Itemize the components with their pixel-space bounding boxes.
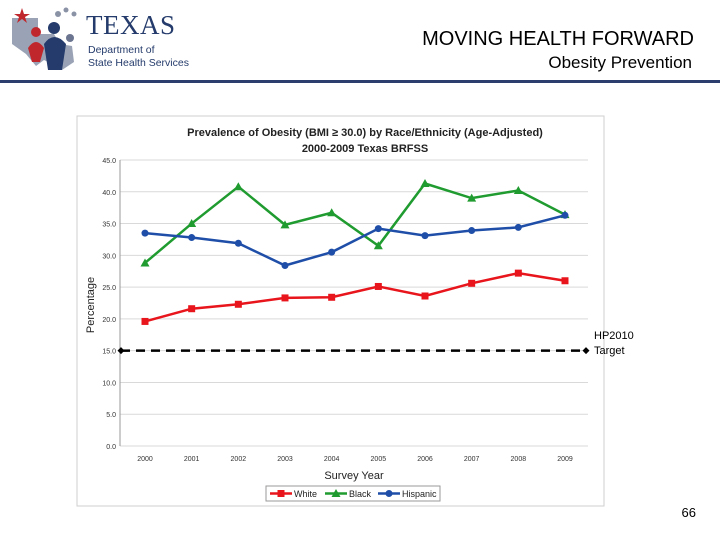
data-point [141, 229, 149, 237]
series-hispanic [141, 211, 569, 270]
data-point [188, 305, 196, 313]
series-line [144, 271, 566, 323]
logo-wordmark: TEXAS [86, 10, 176, 40]
target-marker [117, 347, 125, 355]
data-point [420, 179, 430, 188]
x-tick-label: 2000 [137, 456, 153, 463]
data-point [561, 277, 569, 285]
data-point [374, 282, 382, 290]
data-point [327, 208, 337, 217]
logo-line-2: State Health Services [88, 57, 189, 69]
x-tick-label: 2008 [511, 456, 527, 463]
target-label-line-2: Target [594, 345, 625, 357]
y-axis-label: Percentage [85, 277, 97, 333]
x-tick-label: 2001 [184, 456, 200, 463]
y-tick-label: 10.0 [102, 380, 116, 387]
data-point [561, 211, 569, 219]
data-point [234, 300, 242, 308]
data-point [421, 292, 429, 300]
series-line [144, 214, 566, 267]
y-tick-label: 35.0 [102, 222, 116, 229]
y-tick-label: 15.0 [102, 349, 116, 356]
legend-swatch-marker [331, 489, 341, 497]
x-tick-label: 2005 [371, 456, 387, 463]
slide-subtitle: Obesity Prevention [548, 53, 692, 72]
x-tick-label: 2004 [324, 456, 340, 463]
y-tick-label: 45.0 [102, 158, 116, 165]
y-tick-label: 40.0 [102, 190, 116, 197]
tx-dshs-logo: TEXAS Department of State Health Service… [8, 4, 198, 76]
data-point [514, 223, 522, 231]
legend-label: Hispanic [402, 489, 437, 499]
data-point [468, 227, 476, 235]
data-point [233, 182, 243, 191]
data-point [468, 279, 476, 287]
y-tick-label: 0.0 [106, 444, 116, 451]
legend-label: Black [349, 489, 372, 499]
chart-subtitle: 2000-2009 Texas BRFSS [302, 143, 428, 155]
chart-series [140, 179, 570, 325]
x-tick-label: 2003 [277, 456, 293, 463]
data-point [281, 294, 289, 302]
logo-line-1: Department of [88, 44, 155, 56]
data-point [234, 239, 242, 247]
x-tick-label: 2009 [557, 456, 573, 463]
chart-gridlines [119, 159, 588, 447]
data-point [140, 258, 150, 267]
data-point [514, 269, 522, 277]
legend-swatch-marker [385, 490, 393, 497]
data-point [374, 225, 382, 233]
data-point [513, 186, 523, 195]
slide-title: MOVING HEALTH FORWARD [422, 28, 694, 50]
target-label-line-1: HP2010 [594, 330, 634, 342]
data-point [187, 219, 197, 228]
x-tick-label: 2006 [417, 456, 433, 463]
legend-swatch-marker [277, 490, 285, 497]
logo-figures-icon [12, 7, 77, 70]
y-tick-label: 30.0 [102, 253, 116, 260]
y-tick-label: 20.0 [102, 317, 116, 324]
data-point [328, 248, 336, 256]
target-marker [582, 347, 590, 355]
data-point [280, 220, 290, 229]
series-white [141, 269, 569, 325]
data-point [188, 234, 196, 242]
chart-frame [76, 115, 605, 507]
x-tick-label: 2002 [231, 456, 247, 463]
data-point [373, 241, 383, 250]
header-divider [0, 80, 720, 83]
page-number: 66 [681, 505, 696, 520]
y-tick-label: 25.0 [102, 285, 116, 292]
legend-label: White [294, 489, 317, 499]
chart-legend: White Black Hispanic [265, 485, 441, 502]
data-point [467, 193, 477, 202]
chart-title: Prevalence of Obesity (BMI ≥ 30.0) by Ra… [187, 127, 543, 139]
data-point [421, 232, 429, 240]
series-line [144, 182, 566, 264]
y-axis-ticks: 0.0 5.0 10.0 15.0 20.0 25.0 30.0 35.0 40.0 45.0 [102, 158, 116, 451]
x-tick-label: 2007 [464, 456, 480, 463]
target-line-group [117, 347, 590, 355]
x-axis-label: Survey Year [324, 470, 384, 482]
legend-box [265, 485, 441, 502]
y-tick-label: 5.0 [106, 412, 116, 419]
data-point [141, 317, 149, 325]
data-point [328, 293, 336, 301]
obesity-line-chart: Prevalence of Obesity (BMI ≥ 30.0) by Ra… [76, 115, 634, 507]
x-axis-ticks: 2000 2001 2002 2003 2004 2005 2006 2007 2008 2009 [137, 456, 573, 463]
data-point [281, 262, 289, 270]
